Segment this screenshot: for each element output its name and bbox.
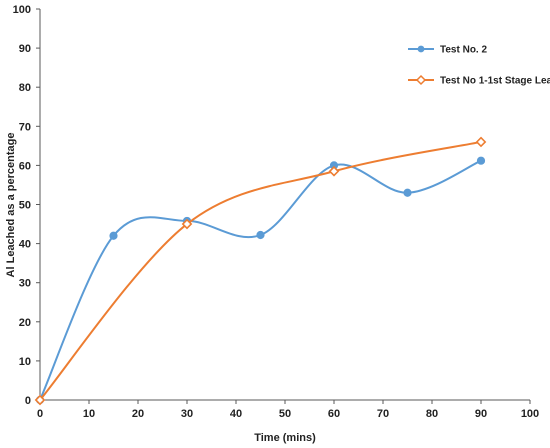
series-1-line — [39, 159, 482, 401]
y-tick-label: 70 — [19, 121, 31, 133]
series-2-point — [34, 394, 46, 406]
series-2-point — [181, 218, 193, 230]
y-tick-label: 60 — [19, 160, 31, 172]
series-2-point — [328, 165, 340, 177]
y-axis-title: Al Leached as a percentage — [5, 133, 17, 278]
legend-label: Test No. 2 — [440, 45, 487, 56]
x-tick-label: 70 — [377, 408, 389, 420]
x-tick-label: 20 — [132, 408, 144, 420]
x-tick-label: 40 — [230, 408, 242, 420]
y-tick-label: 90 — [19, 43, 31, 55]
legend-swatch-marker — [415, 74, 427, 86]
x-tick-label: 100 — [521, 408, 539, 420]
series-2-line — [39, 140, 482, 401]
x-tick-label: 80 — [426, 408, 438, 420]
y-tick-label: 50 — [19, 200, 31, 212]
legend-swatch-marker — [417, 45, 425, 53]
x-tick-labels: 0 10 20 30 40 50 60 70 80 90 100 — [37, 408, 539, 420]
series-2-point — [475, 136, 487, 148]
legend-label: Test No 1-1st Stage Leach — [440, 76, 550, 87]
x-tick-label: 60 — [328, 408, 340, 420]
x-tick-label: 0 — [37, 408, 43, 420]
y-tick-label: 0 — [25, 395, 31, 407]
x-tick-label: 10 — [83, 408, 95, 420]
axes — [39, 9, 530, 401]
x-axis-title: Time (mins) — [254, 432, 316, 444]
y-tick-label: 10 — [19, 356, 31, 368]
x-tick-label: 50 — [279, 408, 291, 420]
series-layer — [34, 136, 487, 406]
y-tick-label: 40 — [19, 239, 31, 251]
series-1-point — [256, 230, 265, 240]
series-1-point — [476, 156, 486, 165]
y-tick-label: 80 — [19, 82, 31, 94]
y-tick-label: 30 — [19, 278, 31, 290]
x-tick-label: 30 — [181, 408, 193, 420]
tick-marks — [36, 8, 531, 404]
y-tick-label: 20 — [19, 317, 31, 329]
y-tick-label: 100 — [13, 4, 31, 16]
x-tick-label: 90 — [475, 408, 487, 420]
series-1-point — [109, 231, 118, 240]
legend: Test No. 2 Test No 1-1st Stage Leach — [408, 45, 550, 87]
series-1-point — [403, 188, 412, 197]
y-tick-labels: 0 10 20 30 40 50 60 70 80 90 100 — [13, 4, 31, 407]
